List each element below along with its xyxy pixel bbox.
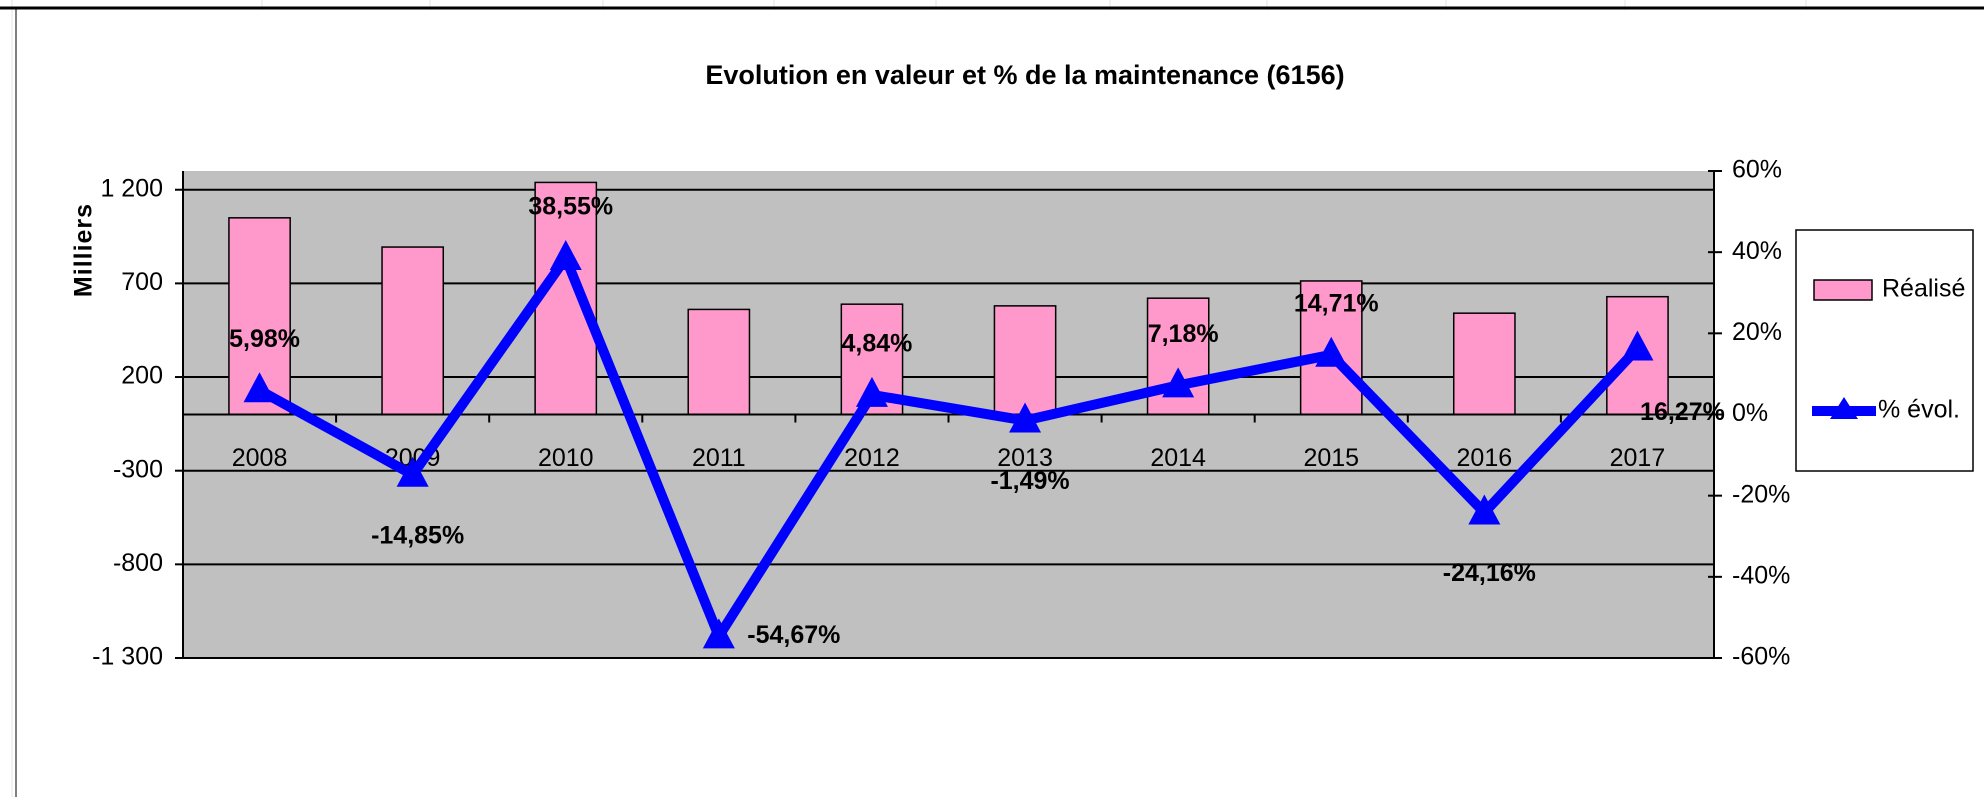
marker <box>1621 330 1654 361</box>
data-label: 16,27% <box>1640 398 1725 426</box>
y-tick-label: -300 <box>113 455 163 483</box>
x-tick-label: 2011 <box>692 444 746 472</box>
legend-label: Réalisé <box>1882 275 1965 303</box>
y-tick-label: 200 <box>121 362 163 390</box>
data-label: -14,85% <box>371 521 464 549</box>
y2-tick-label: -40% <box>1732 561 1790 589</box>
y2-tick-label: 20% <box>1732 318 1782 346</box>
bar <box>993 305 1057 416</box>
marker <box>1468 494 1501 525</box>
y2-tick-label: -60% <box>1732 643 1790 671</box>
marker <box>1009 402 1042 433</box>
data-label: -24,16% <box>1443 559 1536 587</box>
marker <box>243 372 276 403</box>
marker <box>1162 367 1195 398</box>
x-tick-label: 2010 <box>538 444 594 472</box>
y-tick-label: 700 <box>121 268 163 296</box>
data-label: 4,84% <box>842 329 913 357</box>
marker <box>855 376 888 407</box>
marker <box>396 456 429 487</box>
x-tick-label: 2015 <box>1303 444 1359 472</box>
data-label: 38,55% <box>528 193 613 221</box>
data-label: -1,49% <box>990 467 1069 495</box>
y2-tick-label: -20% <box>1732 480 1790 508</box>
y-tick-label: 1 200 <box>100 174 163 202</box>
x-tick-label: 2013 <box>997 444 1053 472</box>
y2-tick-label: 60% <box>1732 156 1782 184</box>
x-tick-label: 2012 <box>844 444 900 472</box>
x-tick-label: 2016 <box>1457 444 1513 472</box>
line <box>257 247 1642 648</box>
y-axis-label: Milliers <box>70 203 98 297</box>
data-label: 7,18% <box>1148 320 1219 348</box>
data-label: 5,98% <box>229 325 300 353</box>
x-tick-label: 2008 <box>232 444 288 472</box>
bar <box>687 308 751 416</box>
legend-swatch <box>1813 279 1873 301</box>
legend-label: % évol. <box>1878 396 1960 424</box>
data-label: 14,71% <box>1294 289 1379 317</box>
bar <box>1452 312 1516 416</box>
chart-title: Evolution en valeur et % de la maintenan… <box>705 60 1344 90</box>
marker <box>1315 336 1348 367</box>
legend-marker <box>1830 397 1858 419</box>
y-tick-label: -1 300 <box>92 643 163 671</box>
data-label: -54,67% <box>747 621 840 649</box>
x-tick-label: 2014 <box>1150 444 1206 472</box>
marker <box>549 240 582 271</box>
y-tick-label: -800 <box>113 549 163 577</box>
legend <box>1795 229 1974 472</box>
bar <box>381 246 445 416</box>
y2-tick-label: 0% <box>1732 399 1768 427</box>
marker <box>702 618 735 649</box>
x-tick-label: 2017 <box>1610 444 1666 472</box>
y2-tick-label: 40% <box>1732 237 1782 265</box>
